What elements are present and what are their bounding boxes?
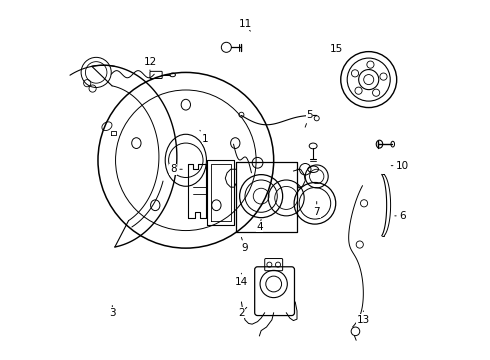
Text: 12: 12 — [144, 57, 157, 71]
Text: 4: 4 — [256, 220, 263, 231]
Text: 11: 11 — [238, 19, 252, 31]
Text: 7: 7 — [314, 202, 320, 217]
Text: 3: 3 — [109, 306, 116, 318]
Text: 9: 9 — [242, 237, 248, 253]
Text: 6: 6 — [395, 211, 406, 221]
Text: 14: 14 — [235, 273, 248, 287]
Text: 10: 10 — [391, 161, 409, 171]
Text: 2: 2 — [238, 307, 247, 318]
Text: 15: 15 — [330, 44, 343, 54]
Text: 1: 1 — [200, 130, 209, 144]
Text: 8: 8 — [170, 164, 182, 174]
Text: 13: 13 — [357, 311, 370, 325]
Text: 5: 5 — [305, 111, 313, 127]
